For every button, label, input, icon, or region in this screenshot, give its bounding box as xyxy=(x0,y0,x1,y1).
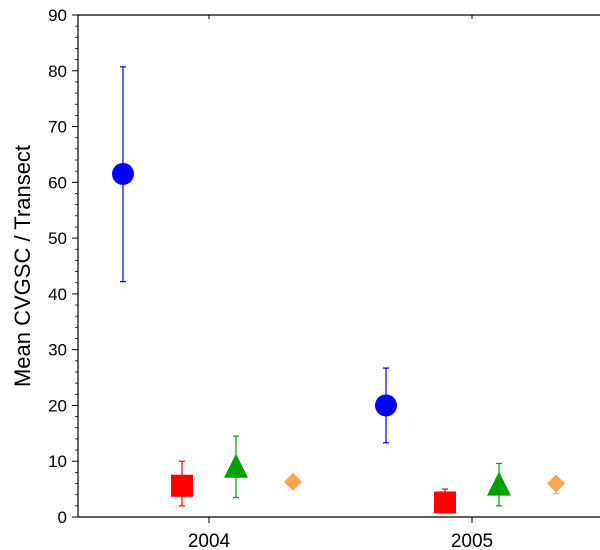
y-tick-label: 50 xyxy=(48,229,67,248)
y-tick-label: 80 xyxy=(48,62,67,81)
y-tick-label: 40 xyxy=(48,285,67,304)
y-axis-ticks: 0 10 20 30 40 50 60 70 80 90 xyxy=(48,6,78,527)
y-tick-label: 60 xyxy=(48,173,67,192)
data-point-diamond xyxy=(284,472,302,491)
data-point-circle xyxy=(112,162,134,185)
data-point-triangle xyxy=(224,453,248,478)
x-axis-ticks: 2004 2005 xyxy=(188,15,493,550)
y-tick-label: 70 xyxy=(48,118,67,137)
data-point-diamond xyxy=(547,474,565,493)
data-point-triangle xyxy=(487,471,511,496)
y-tick-label: 10 xyxy=(48,452,67,471)
x-tick-label: 2004 xyxy=(188,531,231,550)
data-point-square xyxy=(171,474,193,497)
y-tick-label: 0 xyxy=(58,508,67,527)
y-axis-label: Mean CVGSC / Transect xyxy=(10,145,35,387)
plot-frame xyxy=(77,14,600,518)
y-tick-label: 90 xyxy=(48,6,67,25)
x-tick-label: 2005 xyxy=(451,531,493,550)
y-tick-label: 20 xyxy=(48,396,67,415)
data-point-circle xyxy=(375,394,397,417)
y-tick-label: 30 xyxy=(48,341,67,360)
data-marks xyxy=(112,66,565,514)
data-point-square xyxy=(434,491,456,514)
